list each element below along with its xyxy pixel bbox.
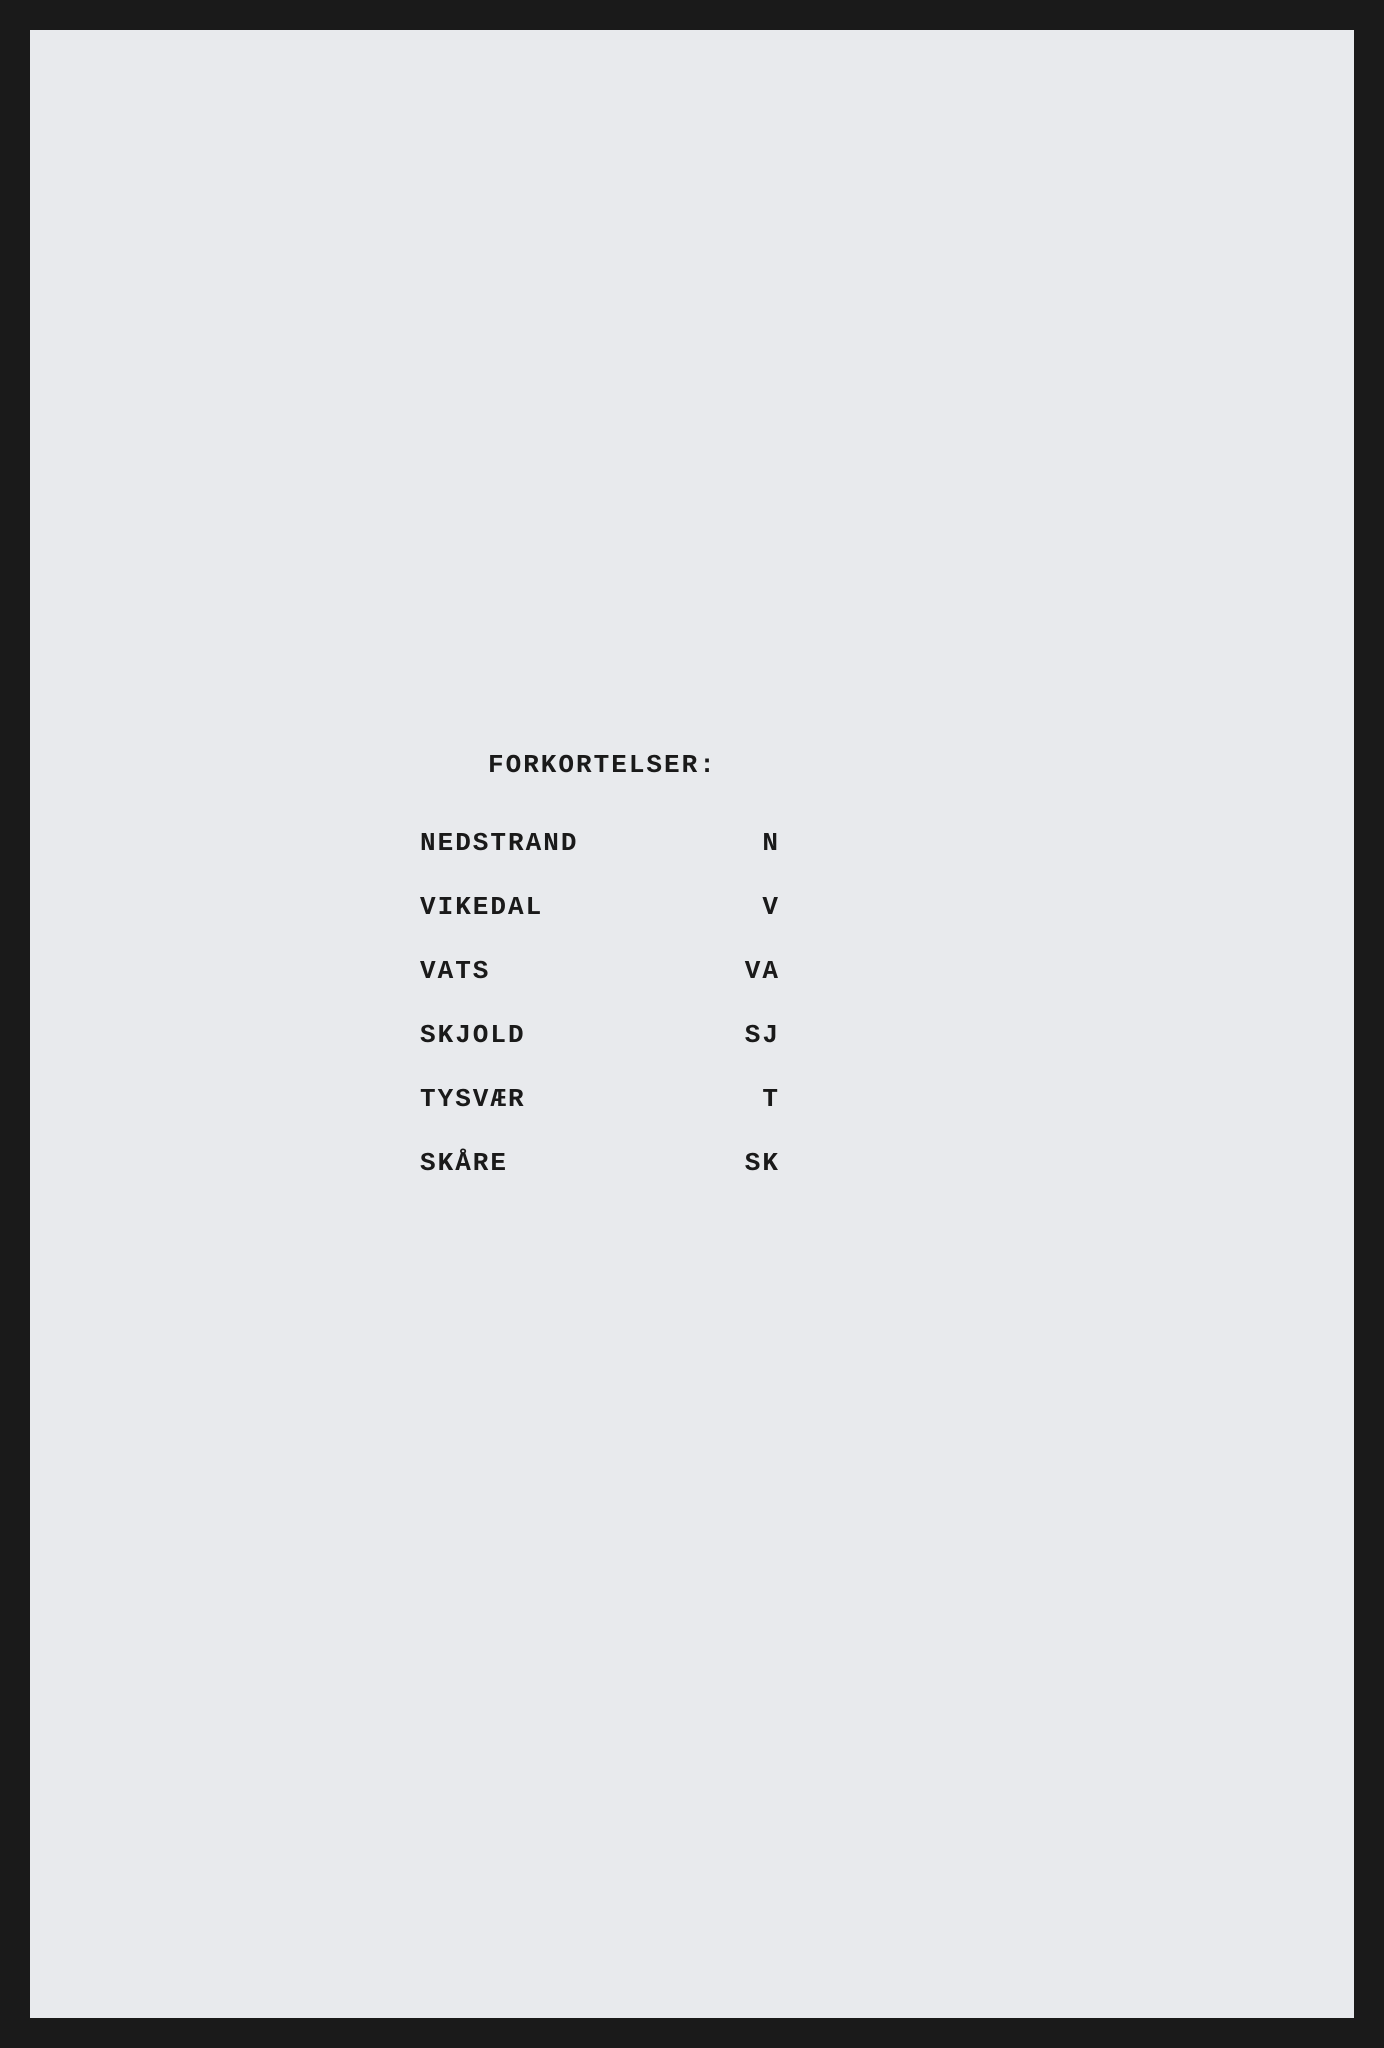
place-name: NEDSTRAND	[420, 828, 720, 858]
abbreviation-row: SKJOLD SJ	[420, 1020, 1354, 1050]
section-heading: FORKORTELSER:	[420, 750, 1354, 780]
abbreviation-row: SKÅRE SK	[420, 1148, 1354, 1178]
abbreviation-code: T	[720, 1084, 780, 1114]
abbreviation-row: TYSVÆR T	[420, 1084, 1354, 1114]
abbreviation-code: SK	[720, 1148, 780, 1178]
abbreviation-code: SJ	[720, 1020, 780, 1050]
document-page: FORKORTELSER: NEDSTRAND N VIKEDAL V VATS…	[30, 30, 1354, 2018]
abbreviation-code: N	[720, 828, 780, 858]
abbreviation-row: VIKEDAL V	[420, 892, 1354, 922]
content-block: FORKORTELSER: NEDSTRAND N VIKEDAL V VATS…	[30, 750, 1354, 1212]
abbreviation-code: V	[720, 892, 780, 922]
place-name: VIKEDAL	[420, 892, 720, 922]
abbreviation-row: NEDSTRAND N	[420, 828, 1354, 858]
place-name: VATS	[420, 956, 720, 986]
abbreviation-row: VATS VA	[420, 956, 1354, 986]
place-name: TYSVÆR	[420, 1084, 720, 1114]
place-name: SKJOLD	[420, 1020, 720, 1050]
place-name: SKÅRE	[420, 1148, 720, 1178]
abbreviation-code: VA	[720, 956, 780, 986]
